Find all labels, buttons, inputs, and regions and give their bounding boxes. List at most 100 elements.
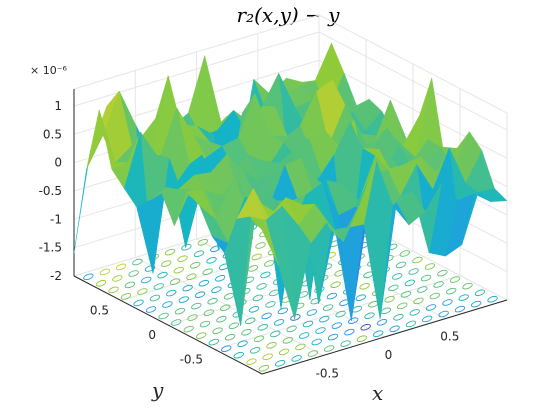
contour-ring — [400, 291, 412, 298]
contour-ring — [183, 325, 194, 333]
z-tick-label: -1.5 — [39, 241, 62, 255]
contour-ring — [331, 322, 343, 329]
contour-ring — [249, 347, 261, 354]
y-tick-label: -0.5 — [180, 353, 203, 367]
contour-ring — [251, 253, 262, 261]
z-exponent-label: × 10⁻⁶ — [30, 64, 68, 77]
contour-ring — [310, 297, 321, 305]
y-tick-label: 0 — [148, 328, 156, 342]
contour-ring — [376, 319, 388, 326]
contour-ring — [278, 348, 290, 356]
surface-patch — [73, 135, 104, 254]
z-gridline — [73, 59, 508, 159]
contour-ring — [248, 306, 260, 313]
contour-ring — [216, 315, 227, 323]
contour-ring — [306, 309, 318, 316]
contour-ring — [170, 319, 182, 326]
contour-ring — [266, 342, 277, 349]
contour-ring — [384, 296, 395, 303]
contour-ring — [140, 276, 152, 284]
contour-ring — [282, 337, 294, 344]
contour-ring — [189, 261, 201, 269]
contour-ring — [413, 297, 424, 305]
contour-ring — [319, 315, 330, 323]
contour-ring — [322, 304, 334, 311]
contour-ring — [372, 330, 384, 337]
contour-ring — [437, 269, 448, 277]
contour-ring — [405, 320, 417, 328]
contour-ring — [404, 279, 416, 287]
contour-ring — [421, 315, 433, 323]
contour-ring — [417, 286, 428, 293]
contour-ring — [197, 239, 209, 246]
contour-ring — [409, 309, 420, 316]
contour-ring — [344, 328, 355, 336]
contour-ring — [359, 283, 370, 290]
contour-ring — [244, 317, 256, 325]
contour-ring — [157, 271, 168, 279]
contour-ring — [274, 360, 286, 367]
x-tick-label: -0.5 — [316, 367, 339, 381]
contour-ring — [261, 312, 272, 320]
contour-ring — [347, 317, 359, 324]
contour-ring — [193, 250, 205, 257]
contour-ring — [327, 333, 339, 341]
contour-ring — [425, 304, 437, 311]
contour-ring — [246, 358, 257, 365]
contour-ring — [396, 302, 408, 310]
z-tick-label: -2 — [50, 269, 62, 283]
z-tick-label: -0.5 — [39, 184, 62, 198]
contour-ring — [223, 293, 235, 300]
contour-ring — [273, 319, 285, 326]
contour-ring — [399, 250, 411, 257]
contour-ring — [433, 281, 444, 288]
contour-ring — [174, 307, 186, 315]
contour-ring — [356, 335, 368, 342]
contour-ring — [393, 314, 404, 321]
contour-ring — [206, 257, 217, 264]
contour-ring — [128, 270, 139, 277]
contour-ring — [199, 320, 211, 328]
contour-ring — [95, 280, 107, 287]
contour-ring — [412, 256, 423, 264]
y-axis-label: y — [151, 378, 164, 402]
contour-ring — [286, 325, 297, 333]
contour-ring — [112, 275, 123, 282]
contour-ring — [420, 274, 432, 282]
contour-ring — [391, 273, 403, 280]
contour-ring — [335, 310, 346, 318]
contour-ring — [133, 299, 144, 307]
z-tick-label: -1 — [50, 212, 62, 226]
contour-ring — [454, 305, 466, 313]
contour-ring — [445, 287, 457, 295]
contour-ring — [380, 307, 392, 315]
contour-ring — [115, 263, 127, 271]
chart-title: r₂(x,y) − y — [237, 3, 341, 27]
contour-ring — [474, 289, 486, 296]
contour-ring — [340, 340, 351, 347]
contour-ring — [182, 284, 193, 292]
contour-ring — [186, 273, 197, 280]
contour-ring — [228, 322, 240, 329]
contour-ring — [253, 335, 265, 343]
contour-ring — [149, 294, 161, 302]
contour-ring — [256, 283, 267, 290]
z-gridline — [73, 31, 508, 131]
contour-ring — [442, 299, 453, 306]
contour-ring — [214, 275, 226, 282]
contour-ring — [487, 295, 498, 303]
contour-ring — [99, 268, 111, 276]
surface-mesh — [73, 42, 508, 326]
contour-ring — [158, 312, 169, 320]
contour-ring — [233, 351, 245, 359]
contour-ring — [262, 353, 273, 361]
contour-ring — [165, 289, 177, 297]
contour-ring — [330, 281, 341, 288]
contour-ring — [187, 314, 198, 321]
contour-ring — [449, 276, 461, 283]
contour-ring — [388, 284, 399, 292]
tick-labels: -2 -1.5 -1 -0.5 0 0.5 1 -0.5 0 0.5 -0.5 0 0.5 — [39, 99, 460, 381]
contour-ring — [153, 283, 164, 290]
contour-ring — [277, 307, 289, 315]
contour-ring — [462, 282, 473, 290]
